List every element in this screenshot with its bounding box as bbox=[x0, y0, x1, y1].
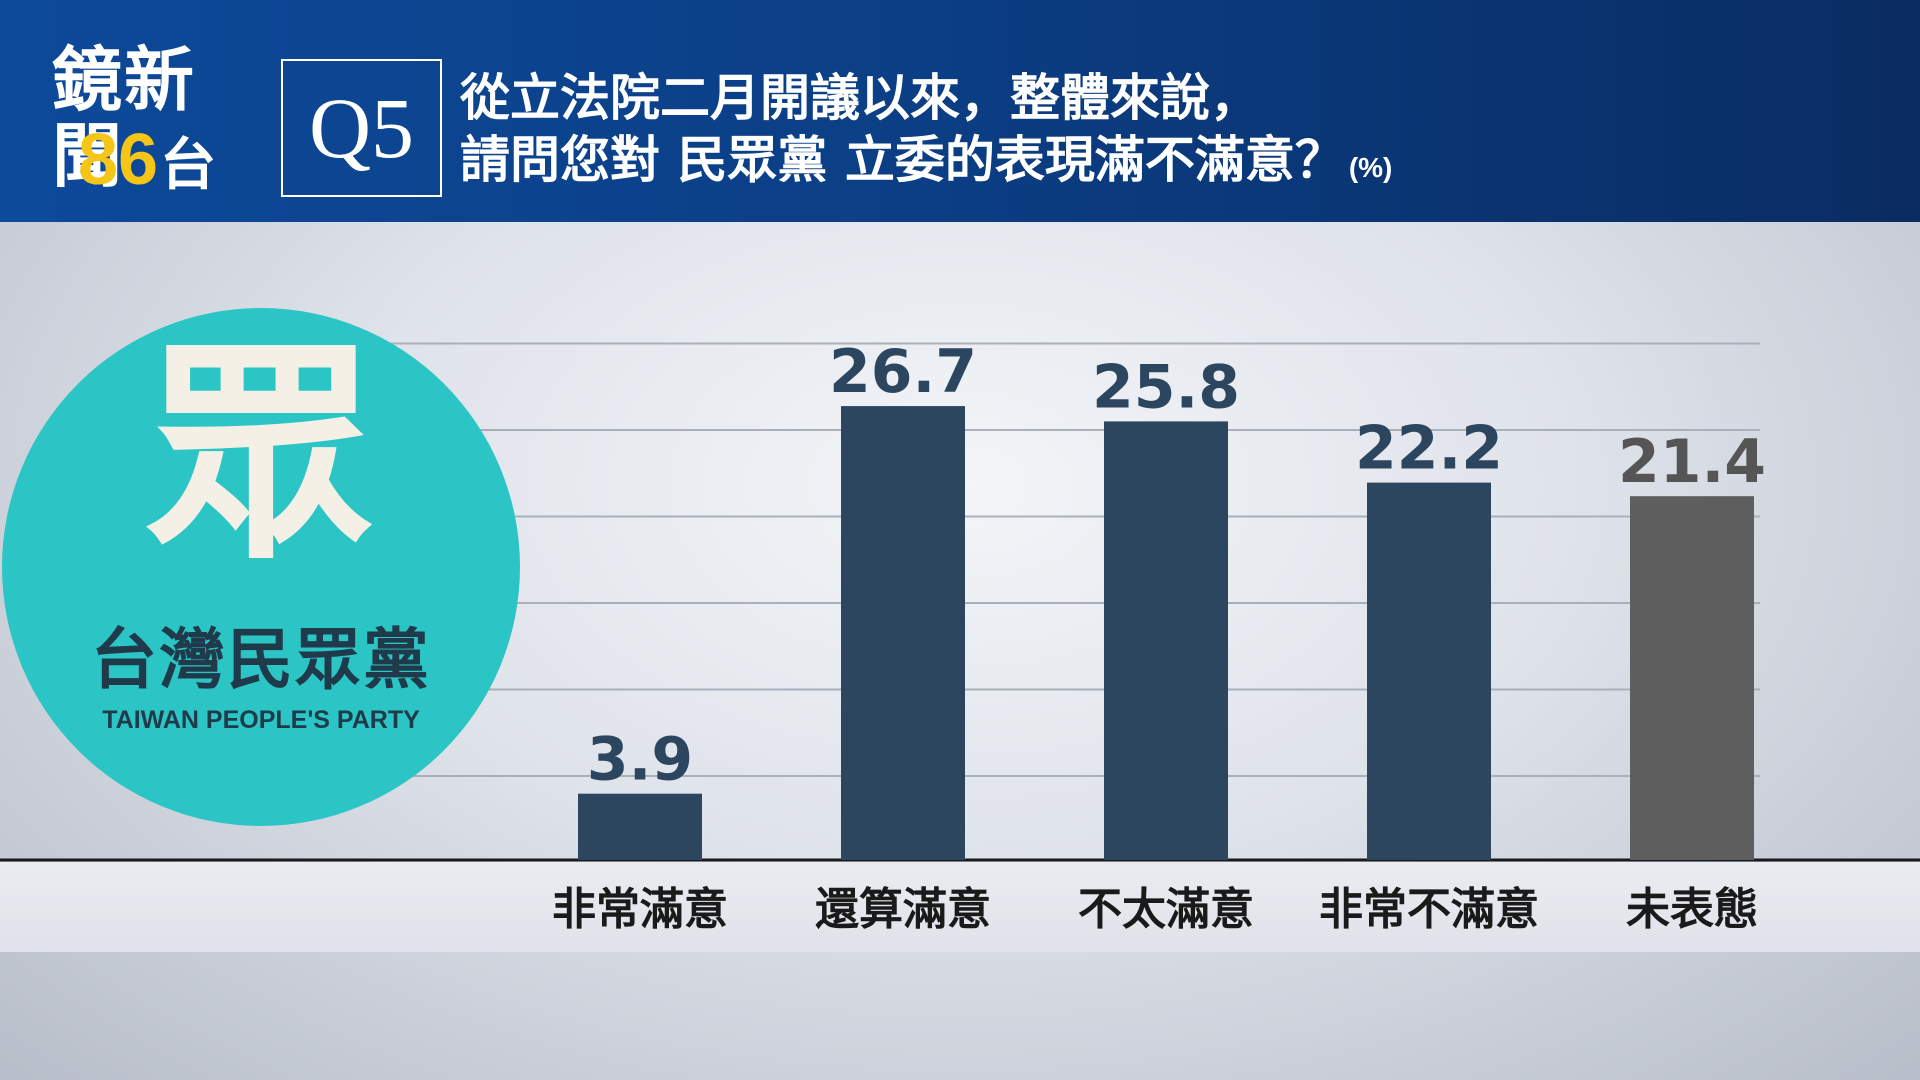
category-label-band bbox=[0, 862, 1920, 952]
value-labels: 3.9 26.7 25.8 22.2 21.4 bbox=[587, 337, 1766, 795]
channel-number: 86 bbox=[78, 120, 159, 200]
question-line-2: 請問您對 民眾黨 立委的表現滿不滿意？ (%) bbox=[460, 130, 1392, 198]
bar bbox=[1104, 421, 1228, 860]
category-label: 不太滿意 bbox=[1078, 884, 1254, 935]
party-logo-glyph: 眾 bbox=[145, 321, 376, 588]
channel-suffix: 台 bbox=[160, 133, 217, 198]
question-unit: (%) bbox=[1348, 152, 1393, 183]
party-logo-circle bbox=[2, 308, 520, 826]
value-label: 22.2 bbox=[1355, 414, 1503, 484]
bar bbox=[841, 406, 965, 860]
bar bbox=[1367, 482, 1491, 860]
party-name-english: TAIWAN PEOPLE'S PARTY bbox=[102, 706, 420, 734]
category-label: 非常滿意 bbox=[552, 884, 728, 935]
category-labels: 非常滿意 還算滿意 不太滿意 非常不滿意 未表態 bbox=[552, 884, 1758, 935]
question-line-1: 從立法院二月開議以來，整體來說， bbox=[460, 68, 1260, 127]
header-banner: 鏡新聞 86台 Q5 從立法院二月開議以來，整體來說， 請問您對 民眾黨 立委的… bbox=[0, 0, 1920, 222]
value-label: 3.9 bbox=[587, 725, 693, 795]
category-label: 未表態 bbox=[1626, 884, 1758, 935]
bar bbox=[1630, 496, 1754, 860]
station-brand-name: 鏡新聞 bbox=[52, 39, 196, 197]
bar bbox=[578, 793, 702, 860]
category-label: 還算滿意 bbox=[815, 884, 991, 935]
value-label: 26.7 bbox=[829, 337, 977, 407]
value-label: 21.4 bbox=[1618, 427, 1766, 497]
question-line-2-text: 請問您對 民眾黨 立委的表現滿不滿意？ bbox=[460, 130, 1345, 189]
value-label: 25.8 bbox=[1092, 352, 1240, 422]
station-channel: 86台 bbox=[78, 122, 216, 198]
category-label: 非常不滿意 bbox=[1319, 884, 1539, 935]
gridlines bbox=[305, 342, 1760, 777]
bars bbox=[578, 406, 1754, 860]
question-id-box: Q5 bbox=[281, 59, 442, 197]
party-name-chinese: 台灣民眾黨 bbox=[91, 621, 431, 698]
